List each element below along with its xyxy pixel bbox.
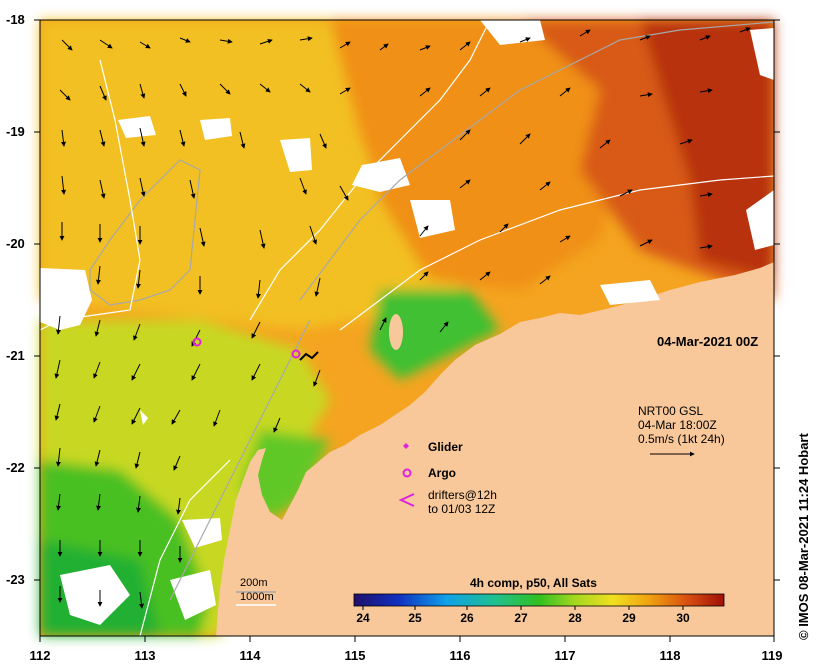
land-mass [216, 262, 774, 636]
colorbar-title: 4h comp, p50, All Sats [470, 576, 597, 590]
colorbar-tick: 26 [460, 611, 474, 625]
lon-label: 117 [554, 648, 576, 663]
isobath-1000m [39, 19, 775, 637]
isobath-1000m-label: 1000m [240, 591, 274, 603]
lon-label: 119 [761, 648, 783, 663]
drifter-track[interactable] [299, 351, 319, 361]
legend-drifters-period: to 01/03 12Z [428, 502, 496, 516]
credit-label: © IMOS 08-Mar-2021 11:24 Hobart [796, 433, 811, 640]
glider-symbol [403, 443, 409, 449]
colorbar-tick: 24 [356, 611, 370, 625]
currents-scale-label: 0.5m/s (1kt 24h) [638, 432, 725, 446]
current-vectors [54, 27, 751, 609]
legend-argo: Argo [428, 466, 456, 480]
argo-float[interactable] [291, 349, 301, 359]
lon-label: 114 [239, 648, 261, 663]
colorbar-tick: 28 [568, 611, 582, 625]
lon-label: 118 [659, 648, 681, 663]
lon-label: 112 [29, 648, 51, 663]
plot-area [39, 19, 775, 637]
axis-tickmarks [34, 19, 780, 642]
argo-symbol [402, 468, 412, 478]
colorbar [353, 593, 725, 607]
lat-label: -23 [6, 572, 25, 587]
colorbar-tick: 27 [514, 611, 528, 625]
lon-label: 113 [134, 648, 156, 663]
drifter-symbol [398, 493, 415, 507]
legend-glider: Glider [428, 440, 463, 454]
lon-label: 116 [449, 648, 471, 663]
lon-label: 115 [344, 648, 366, 663]
legend-drifters: drifters@12h [428, 488, 497, 502]
date-label: 04-Mar-2021 00Z [657, 334, 759, 349]
lat-label: -18 [6, 12, 25, 27]
currents-time: 04-Mar 18:00Z [638, 418, 717, 432]
colorbar-tick: 25 [408, 611, 422, 625]
currents-source: NRT00 GSL [638, 404, 704, 418]
island [389, 314, 403, 350]
colorbar-tickmarks [362, 606, 684, 610]
cloud-mask [40, 20, 774, 625]
colorbar-tick: 30 [676, 611, 690, 625]
lat-label: -21 [6, 348, 25, 363]
colorbar-tick: 29 [622, 611, 636, 625]
lat-label: -19 [6, 124, 25, 139]
lat-label: -22 [6, 460, 25, 475]
isobath-200m-label: 200m [240, 577, 268, 589]
lat-label: -20 [6, 236, 25, 251]
isobath-200m [89, 21, 775, 601]
argo-float[interactable] [192, 337, 202, 347]
